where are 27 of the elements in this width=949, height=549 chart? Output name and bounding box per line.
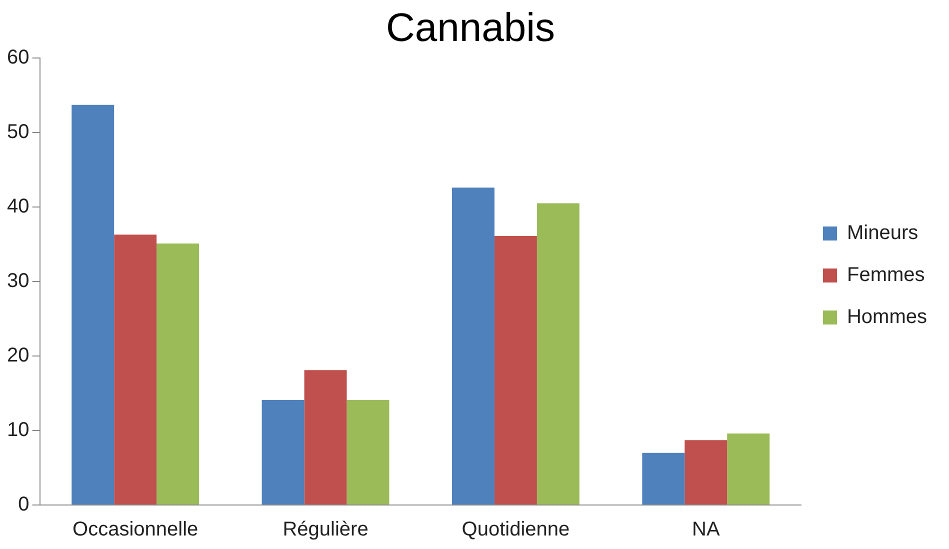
bar (262, 400, 304, 504)
bar (452, 188, 494, 504)
y-tick-label: 0 (18, 494, 30, 516)
y-tick-label: 40 (6, 196, 30, 218)
bar (156, 244, 200, 504)
y-tick-label: 20 (6, 344, 30, 367)
legend-label: Hommes (846, 306, 928, 328)
x-tick-label: NA (692, 518, 720, 541)
bar (536, 203, 580, 504)
chart-title: Cannabis (386, 6, 556, 50)
y-tick-label: 60 (6, 46, 30, 69)
y-tick-label: 50 (6, 121, 30, 144)
bar (684, 440, 728, 504)
x-tick-label: Quotidienne (462, 518, 570, 541)
y-tick-label: 10 (6, 419, 30, 442)
bar (727, 433, 770, 504)
x-tick-label: Régulière (282, 518, 368, 541)
bar (346, 400, 390, 504)
bar (642, 452, 685, 504)
bar (72, 104, 114, 504)
legend-label: Femmes (846, 264, 925, 286)
bar (304, 370, 347, 504)
x-tick-label: Occasionnelle (72, 518, 198, 541)
y-tick-label: 30 (6, 270, 30, 292)
bar (494, 236, 537, 504)
bar (114, 234, 157, 504)
legend-label: Mineurs (846, 222, 918, 244)
